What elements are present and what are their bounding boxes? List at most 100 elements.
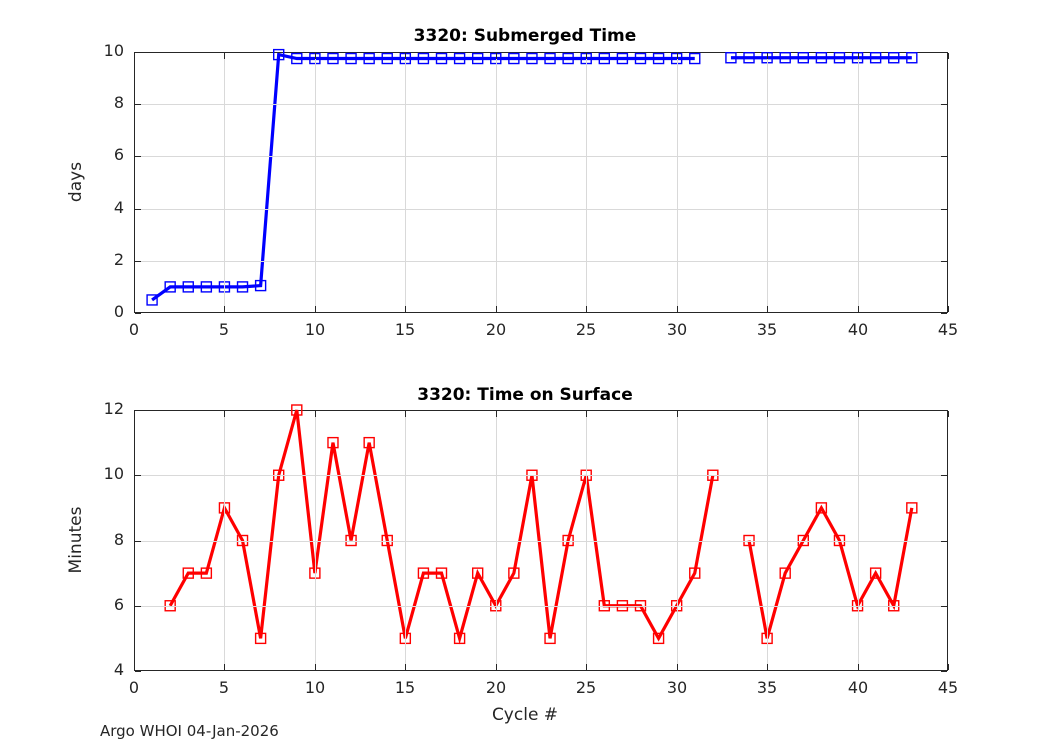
data-point-marker — [797, 52, 809, 64]
x-axis-tick-label: 0 — [128, 678, 140, 697]
y-axis-tick-mark — [941, 52, 947, 53]
gridline-vertical — [677, 411, 678, 670]
data-point-marker — [562, 52, 574, 65]
data-point-marker — [471, 52, 484, 65]
data-point-marker — [815, 52, 828, 64]
gridline-vertical — [224, 53, 225, 312]
gridline-vertical — [677, 53, 678, 312]
data-point-marker — [381, 52, 393, 65]
data-point-marker — [490, 600, 502, 612]
y-axis-tick-mark — [135, 261, 141, 262]
x-axis-tick-label: 15 — [394, 678, 416, 697]
gridline-horizontal — [135, 209, 947, 210]
x-axis-tick-mark — [948, 306, 949, 312]
data-point-marker — [146, 294, 158, 306]
gridline-horizontal — [135, 261, 947, 262]
y-axis-tick-label: 6 — [113, 595, 124, 614]
data-point-marker — [381, 534, 393, 547]
x-axis-tick-label: 40 — [847, 678, 869, 697]
data-point-marker — [236, 534, 249, 547]
gridline-vertical — [315, 411, 316, 670]
x-axis-tick-mark — [767, 53, 768, 59]
x-axis-tick-mark — [315, 53, 316, 59]
x-axis-tick-mark — [767, 411, 768, 417]
x-axis-tick-mark — [405, 53, 406, 59]
y-axis-tick-mark — [135, 104, 141, 105]
x-axis-tick-label: 5 — [218, 678, 230, 697]
data-point-marker — [254, 632, 267, 645]
x-axis-tick-mark — [767, 306, 768, 312]
data-point-marker — [453, 52, 466, 65]
y-axis-tick-mark — [941, 671, 947, 672]
data-point-marker — [363, 52, 375, 65]
gridline-vertical — [405, 53, 406, 312]
x-axis-tick-mark — [948, 664, 949, 670]
x-axis-tick-label: 30 — [666, 678, 688, 697]
y-axis-tick-label: 8 — [113, 530, 124, 549]
chart-title-submerged-time: 3320: Submerged Time — [413, 26, 637, 46]
data-point-marker — [869, 567, 882, 579]
data-point-marker — [526, 52, 538, 65]
x-axis-tick-label: 40 — [847, 320, 869, 339]
data-point-marker — [435, 52, 448, 65]
y-axis-tick-mark — [941, 475, 947, 476]
data-point-marker — [508, 52, 520, 65]
plot-area-time-on-surface — [134, 410, 948, 671]
data-point-marker — [743, 534, 755, 547]
gridline-vertical — [767, 53, 768, 312]
y-axis-tick-mark — [941, 156, 947, 157]
data-point-marker — [200, 281, 213, 293]
data-point-marker — [725, 52, 737, 64]
x-axis-tick-label: 25 — [575, 320, 597, 339]
data-point-marker — [616, 600, 629, 612]
x-axis-tick-mark — [677, 664, 678, 670]
data-point-marker — [254, 279, 267, 292]
x-axis-tick-mark — [767, 664, 768, 670]
data-point-marker — [689, 52, 701, 65]
data-point-marker — [851, 52, 864, 64]
y-axis-tick-label: 10 — [103, 464, 124, 483]
x-axis-tick-mark — [496, 306, 497, 312]
data-point-marker — [453, 632, 466, 645]
y-axis-tick-mark — [941, 104, 947, 105]
y-axis-tick-label: 0 — [113, 302, 124, 321]
x-axis-tick-mark — [858, 306, 859, 312]
y-axis-tick-label: 4 — [113, 660, 124, 679]
gridline-vertical — [496, 411, 497, 670]
x-axis-tick-mark — [858, 411, 859, 417]
x-axis-tick-mark — [134, 306, 135, 312]
x-axis-tick-mark — [224, 411, 225, 417]
data-point-marker — [743, 52, 755, 64]
gridline-horizontal — [135, 156, 947, 157]
data-point-marker — [906, 502, 918, 514]
y-axis-tick-mark — [941, 410, 947, 411]
x-axis-tick-label: 0 — [128, 320, 140, 339]
data-point-marker — [291, 404, 303, 416]
x-axis-tick-mark — [224, 53, 225, 59]
data-point-marker — [164, 281, 176, 293]
x-axis-tick-mark — [858, 664, 859, 670]
chart-panel-submerged-time: 3320: Submerged Time days 0 2 4 6 8 10 0 5 10 15 2… — [0, 0, 1050, 360]
y-axis-tick-mark — [135, 52, 141, 53]
data-point-marker — [616, 52, 629, 65]
x-axis-tick-mark — [134, 53, 135, 59]
gridline-vertical — [586, 53, 587, 312]
series-layer-submerged-time — [146, 48, 918, 306]
x-axis-tick-label: 45 — [937, 678, 959, 697]
y-axis-tick-mark — [135, 671, 141, 672]
x-axis-tick-mark — [224, 306, 225, 312]
footer-attribution: Argo WHOI 04-Jan-2026 — [100, 722, 279, 740]
gridline-vertical — [767, 411, 768, 670]
data-point-marker — [634, 52, 647, 65]
data-point-marker — [435, 567, 448, 579]
data-point-marker — [888, 52, 900, 64]
data-point-marker — [598, 52, 611, 65]
y-axis-tick-label: 2 — [113, 250, 124, 269]
data-point-marker — [598, 600, 611, 612]
x-axis-tick-mark — [405, 306, 406, 312]
y-axis-tick-mark — [135, 541, 141, 542]
data-point-marker — [182, 281, 194, 293]
x-axis-tick-label: 10 — [304, 320, 326, 339]
y-axis-tick-mark — [135, 156, 141, 157]
x-axis-tick-label: 20 — [485, 320, 507, 339]
